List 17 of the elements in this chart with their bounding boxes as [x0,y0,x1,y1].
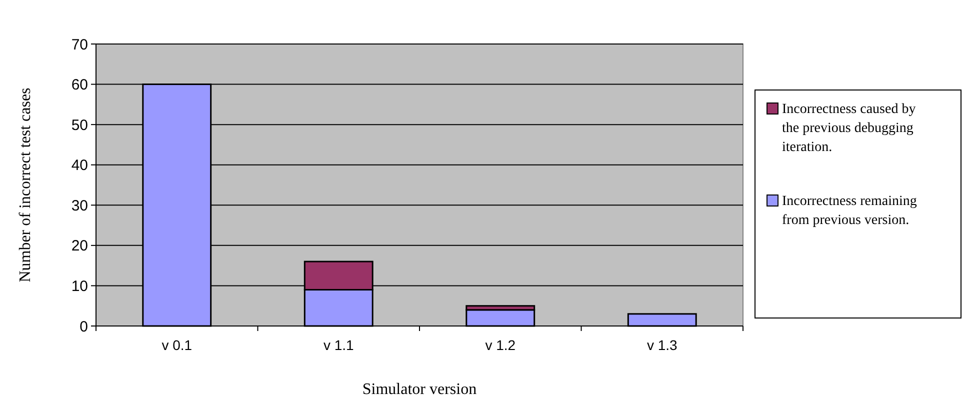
x-tick-label: v 1.3 [646,337,678,353]
y-axis-title: Number of incorrect test cases [17,88,34,282]
y-tick-label: 40 [71,157,88,174]
x-axis-title: Simulator version [362,381,477,398]
y-tick-label: 0 [80,318,88,336]
y-tick-label: 10 [71,278,88,295]
legend-label: Incorrectness caused by the previous debugging iteration. [782,102,916,155]
y-tick-label: 50 [71,116,88,134]
y-tick-label: 30 [71,197,88,214]
y-tick-label: 60 [71,76,88,94]
y-tick-label: 70 [71,36,88,54]
bar [627,313,697,327]
y-tick-label: 20 [71,238,88,255]
x-tick-label: v 1.1 [323,337,354,353]
x-tick-label: v 0.1 [162,337,192,353]
legend-label: Incorrectness remaining from previous version. [782,194,917,228]
x-tick-label: v 1.2 [485,337,516,353]
